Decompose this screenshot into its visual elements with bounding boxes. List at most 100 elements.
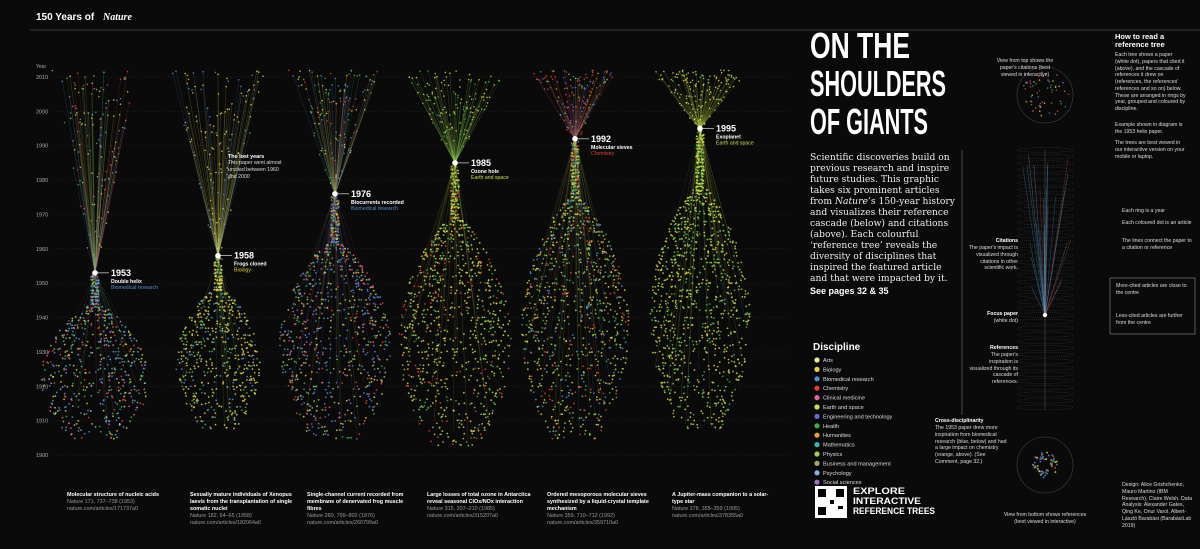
reference-dot xyxy=(329,247,331,250)
reference-dot xyxy=(242,351,244,354)
reference-dot xyxy=(348,436,350,439)
citation-dot xyxy=(77,72,79,75)
reference-dot xyxy=(332,212,335,215)
reference-dot xyxy=(530,329,533,332)
reference-dot xyxy=(450,206,453,209)
reference-dot xyxy=(609,346,612,349)
citation-dot xyxy=(122,126,124,129)
citation-dot xyxy=(321,99,323,102)
reference-dot xyxy=(219,282,222,285)
reference-dot xyxy=(524,307,527,310)
reference-dot xyxy=(213,282,216,285)
reference-dot xyxy=(234,378,236,381)
reference-dot xyxy=(133,337,136,340)
reference-dot xyxy=(102,316,104,319)
reference-dot xyxy=(318,278,321,281)
citation-line xyxy=(73,168,96,273)
reference-dot xyxy=(323,317,325,320)
reference-dot xyxy=(213,302,215,305)
note-box xyxy=(1109,277,1196,335)
reference-dot xyxy=(502,375,504,378)
reference-dot xyxy=(404,330,407,333)
reference-dot xyxy=(568,261,571,264)
reference-dot xyxy=(195,392,198,395)
citation-line xyxy=(94,100,109,273)
qr-code xyxy=(818,489,826,497)
reference-dot xyxy=(88,382,91,385)
reference-dot xyxy=(63,368,66,371)
reference-dot xyxy=(442,278,444,281)
citation-dot xyxy=(318,122,321,125)
reference-dot xyxy=(470,319,473,322)
reference-dot xyxy=(114,401,117,404)
citation-dot xyxy=(493,84,496,86)
reference-line xyxy=(537,138,576,267)
reference-dot xyxy=(434,269,436,271)
reference-dot xyxy=(122,344,125,347)
citation-dot xyxy=(257,80,259,83)
reference-dot xyxy=(332,387,335,390)
citation-line xyxy=(94,151,113,273)
reference-dot xyxy=(90,324,93,326)
reference-dot xyxy=(331,257,334,260)
reference-dot xyxy=(248,334,251,337)
reference-dot xyxy=(335,337,338,339)
reference-dot xyxy=(450,172,453,175)
reference-dot xyxy=(91,283,94,285)
reference-dot xyxy=(227,296,230,298)
reference-dot xyxy=(327,292,329,294)
reference-dot xyxy=(495,278,498,281)
reference-dot xyxy=(381,319,384,322)
reference-dot xyxy=(626,333,629,336)
reference-dot xyxy=(377,357,380,360)
reference-dot xyxy=(454,292,457,295)
reference-dot xyxy=(554,344,556,346)
reference-dot xyxy=(379,303,382,306)
reference-dot xyxy=(567,394,570,397)
citation-dot xyxy=(226,167,228,169)
reference-dot xyxy=(111,367,113,370)
citation-dot xyxy=(188,112,190,115)
reference-dot xyxy=(49,361,52,363)
reference-dot xyxy=(456,189,458,192)
reference-dot xyxy=(332,238,335,241)
citation-dot xyxy=(68,95,71,98)
reference-dot xyxy=(614,310,617,313)
reference-dot xyxy=(217,276,220,279)
reference-dot xyxy=(243,353,246,356)
reference-dot xyxy=(128,381,131,384)
reference-dot xyxy=(96,313,99,316)
reference-dot xyxy=(614,364,617,367)
reference-dot xyxy=(99,341,102,343)
reference-dot xyxy=(426,398,428,401)
reference-dot xyxy=(450,286,453,289)
citation-dot xyxy=(191,89,193,91)
citation-dot xyxy=(262,75,264,78)
reference-dot xyxy=(604,264,607,267)
citation-dot xyxy=(474,98,477,100)
reference-dot xyxy=(540,278,543,281)
reference-dot xyxy=(311,425,314,428)
reference-dot xyxy=(246,347,249,349)
reference-dot xyxy=(582,233,585,236)
reference-dot xyxy=(370,380,373,383)
reference-dot xyxy=(554,385,557,387)
reference-dot xyxy=(614,326,617,329)
citation-dot xyxy=(224,111,226,113)
reference-dot xyxy=(538,289,541,292)
reference-dot xyxy=(373,296,376,299)
reference-dot xyxy=(355,286,358,288)
reference-dot xyxy=(325,364,328,367)
reference-dot xyxy=(546,351,549,354)
reference-dot xyxy=(536,308,538,311)
reference-dot xyxy=(560,413,562,416)
reference-dot xyxy=(96,347,99,350)
reference-dot xyxy=(608,382,611,385)
reference-dot xyxy=(535,267,538,270)
reference-dot xyxy=(444,240,447,243)
citation-dot xyxy=(242,155,245,157)
reference-dot xyxy=(321,367,324,370)
citation-dot xyxy=(376,70,378,73)
reference-dot xyxy=(324,416,327,418)
reference-dot xyxy=(76,348,79,350)
